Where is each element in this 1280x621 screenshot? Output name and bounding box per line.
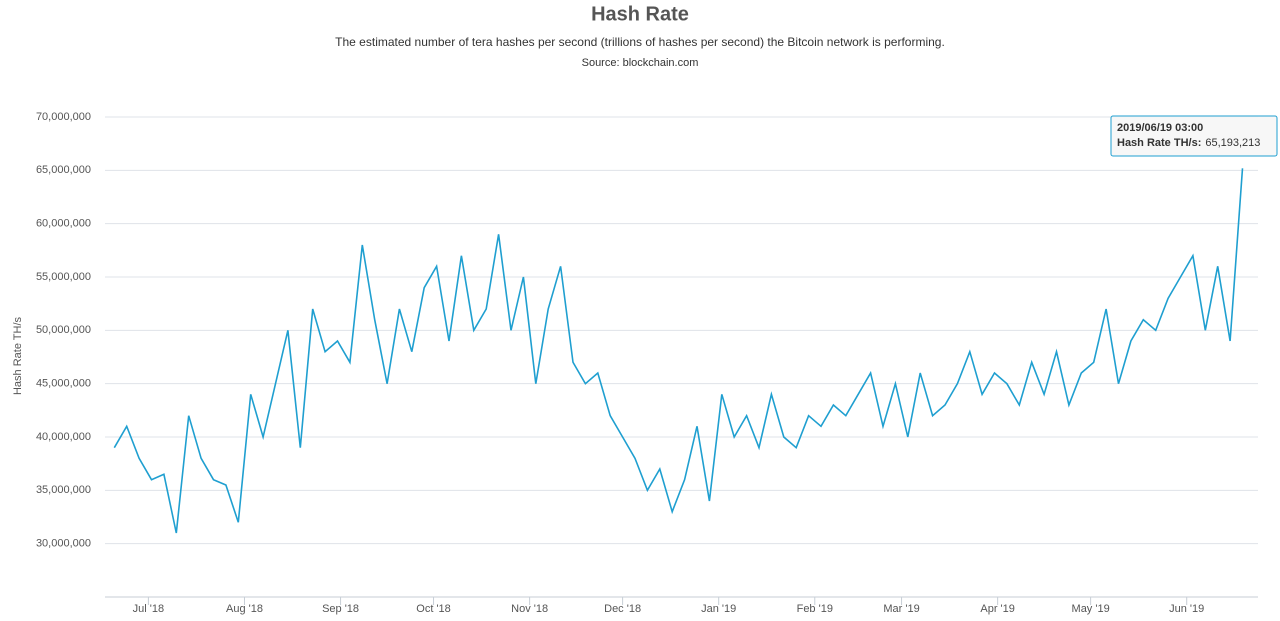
data-line <box>113 168 1244 534</box>
y-tick-label: 30,000,000 <box>36 538 91 550</box>
chart-title: Hash Rate <box>591 3 689 25</box>
x-tick-label: Dec '18 <box>604 603 641 615</box>
tooltip-label: Hash Rate TH/s: <box>1117 137 1201 149</box>
chart-source: Source: blockchain.com <box>582 57 699 69</box>
x-tick-label: Feb '19 <box>797 603 833 615</box>
y-tick-label: 40,000,000 <box>36 431 91 443</box>
x-tick-label: Aug '18 <box>226 603 263 615</box>
x-tick-label: Apr '19 <box>980 603 1015 615</box>
y-tick-label: 60,000,000 <box>36 218 91 230</box>
x-tick-label: Mar '19 <box>883 603 919 615</box>
chart-subtitle: The estimated number of tera hashes per … <box>335 35 945 49</box>
y-tick-label: 55,000,000 <box>36 271 91 283</box>
y-axis-label: Hash Rate TH/s <box>12 316 24 395</box>
y-tick-label: 50,000,000 <box>36 324 91 336</box>
y-tick-label: 70,000,000 <box>36 111 91 123</box>
tooltip-value: 65,193,213 <box>1205 137 1260 149</box>
tooltip: 2019/06/19 03:00 Hash Rate TH/s: 65,193,21… <box>1110 115 1278 157</box>
y-tick-label: 35,000,000 <box>36 484 91 496</box>
x-tick-label: Nov '18 <box>511 603 548 615</box>
x-tick-label: Sep '18 <box>322 603 359 615</box>
x-tick-label: Jun '19 <box>1169 603 1204 615</box>
x-tick-label: May '19 <box>1072 603 1110 615</box>
x-tick-label: Oct '18 <box>416 603 451 615</box>
x-tick-label: Jan '19 <box>701 603 736 615</box>
y-tick-label: 45,000,000 <box>36 378 91 390</box>
tooltip-title: 2019/06/19 03:00 <box>1117 122 1203 134</box>
tooltip-text: Hash Rate TH/s: 65,193,213 <box>1117 137 1260 149</box>
x-tick-label: Jul '18 <box>133 603 164 615</box>
y-tick-label: 65,000,000 <box>36 164 91 176</box>
tooltip-box <box>1110 115 1278 157</box>
